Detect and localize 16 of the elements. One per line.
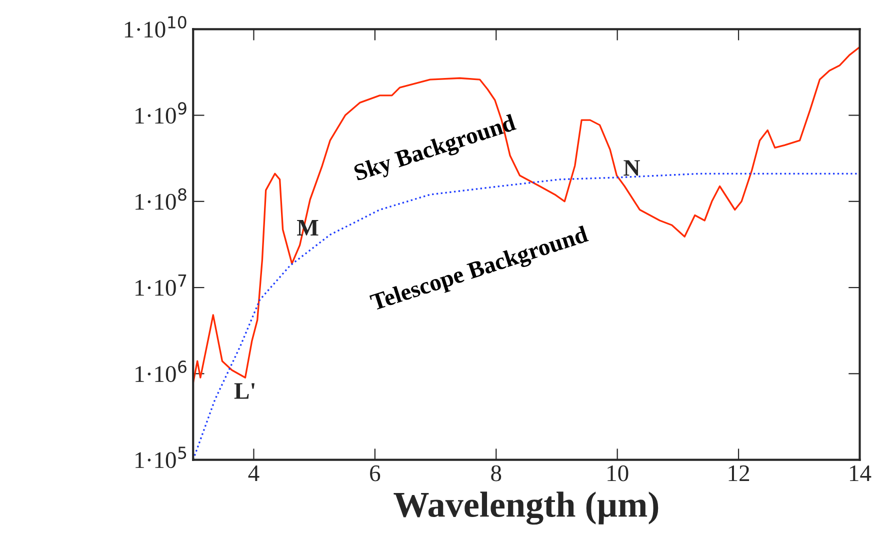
line-series [193,46,860,384]
y-tick-label: 1·10$^{9}$ [136,102,186,124]
annotation: L' [234,383,254,399]
y-tick-label: 1·10$^{7}$ [136,274,186,296]
x-tick-label: 14 [850,465,872,482]
y-tick-label: 1·10$^{8}$ [136,188,186,210]
y-tick-label: 1·10$^{6}$ [136,360,186,382]
x-tick-label: 4 [248,466,260,482]
y-tick-label: 1·10$^{5}$ [136,446,186,468]
y-tick-label: 1·10$^{10}$ [124,16,186,38]
x-tick-label: 6 [370,465,380,482]
x-tick-label: 10 [608,465,628,482]
annotation: N [624,160,640,176]
x-axis-title: Wavelength (µm) [394,492,658,525]
x-tick-label: 8 [491,465,502,482]
x-tick-label: 12 [728,465,750,482]
